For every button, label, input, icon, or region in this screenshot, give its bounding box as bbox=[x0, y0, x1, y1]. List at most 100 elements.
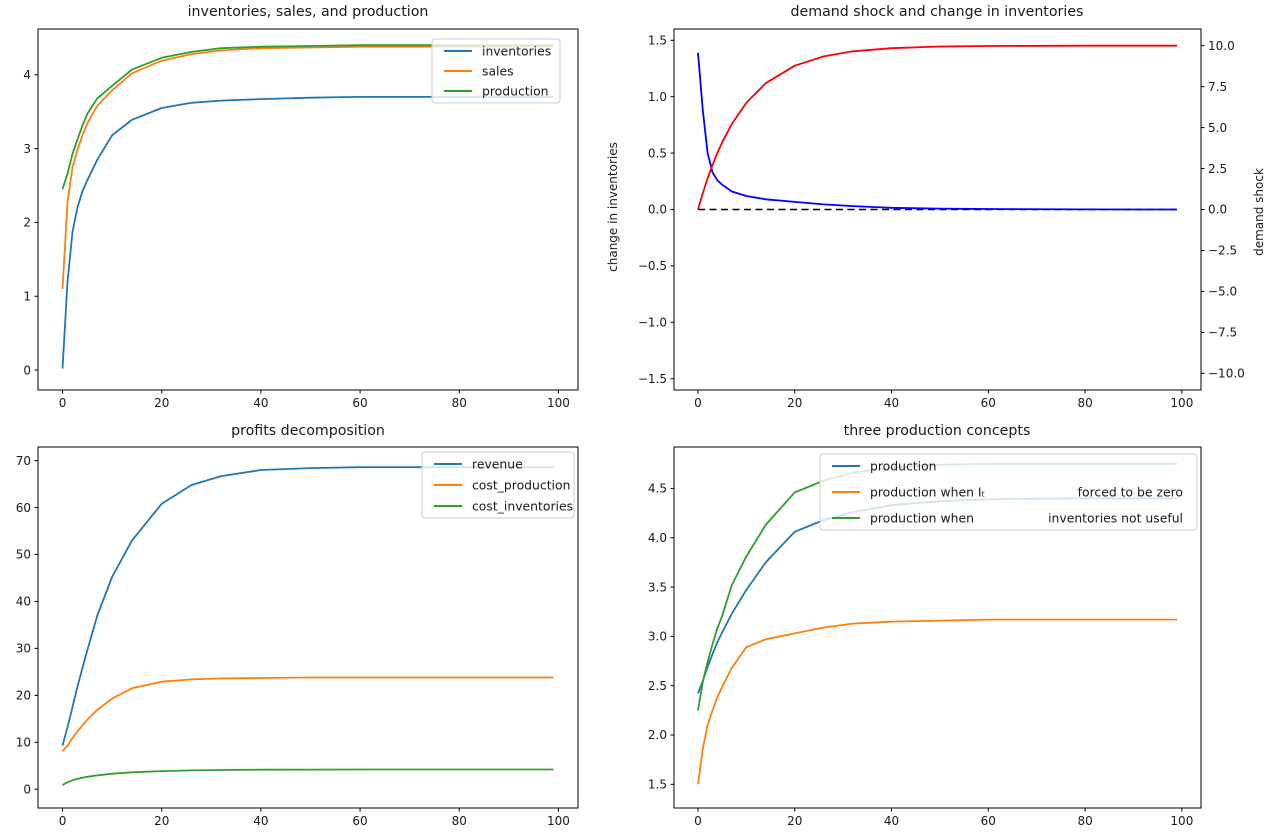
subplot-three-production-concepts: 0 20 40 60 80 100 1.5 2.0 2.5 3.0 3.5 4.0 4.5 product… bbox=[648, 446, 1202, 828]
subplot-inventories-sales-production: 0 20 40 60 80 100 0 1 2 3 4 inventories sales product… bbox=[23, 28, 579, 410]
right-y-tick-label: 2.5 bbox=[1208, 162, 1227, 176]
right-y-tick-label: 10.0 bbox=[1208, 39, 1235, 53]
right-y-tick-label: −10.0 bbox=[1208, 366, 1245, 380]
x-tick-label: 100 bbox=[547, 396, 570, 410]
x-tick-label: 20 bbox=[787, 814, 802, 828]
right-y-tick-label: −2.5 bbox=[1208, 244, 1237, 258]
legend-label-revenue: revenue bbox=[472, 456, 523, 471]
y-tick-label: 3 bbox=[23, 142, 31, 156]
x-tick-label: 100 bbox=[1170, 814, 1193, 828]
y-tick-label: 4 bbox=[23, 68, 31, 82]
series-line-sales bbox=[61, 45, 554, 289]
x-tick-label: 60 bbox=[981, 396, 996, 410]
series-line-cost-inventories bbox=[62, 768, 554, 786]
y-tick-label: −1.5 bbox=[638, 372, 667, 386]
x-tick-label: 80 bbox=[452, 814, 467, 828]
legend: inventories sales production bbox=[431, 38, 561, 104]
series-line-cost-production bbox=[61, 676, 554, 752]
legend-label-cost-inventories: cost_inventories bbox=[472, 498, 573, 513]
legend: revenue cost_production cost_inventories bbox=[421, 451, 575, 519]
y-tick-label: 4.5 bbox=[648, 482, 667, 496]
x-tick-label: 0 bbox=[694, 814, 702, 828]
x-tick-label: 40 bbox=[884, 814, 899, 828]
subplot-title-three-production-concepts: three production concepts bbox=[843, 423, 1031, 439]
y-tick-label: −1.0 bbox=[638, 316, 667, 330]
x-tick-label: 60 bbox=[981, 814, 996, 828]
legend-label-sales: sales bbox=[482, 63, 514, 78]
legend-box bbox=[421, 451, 575, 519]
legend-label-production-when-i-forced-to-be-zero: production when Iₜ bbox=[870, 484, 985, 499]
right-y-tick-label: 0.0 bbox=[1208, 203, 1227, 217]
y-tick-label: 0 bbox=[23, 363, 31, 377]
y-tick-label: 2 bbox=[23, 216, 31, 230]
y-tick-label: 30 bbox=[16, 642, 31, 656]
x-tick-label: 80 bbox=[1077, 814, 1092, 828]
x-tick-label: 80 bbox=[452, 396, 467, 410]
x-tick-label: 100 bbox=[1170, 396, 1193, 410]
y-tick-label: 70 bbox=[16, 454, 31, 468]
series-line-inventories bbox=[61, 96, 554, 369]
y-tick-label: 3.5 bbox=[648, 580, 667, 594]
x-tick-label: 60 bbox=[352, 814, 367, 828]
right-y-tick-label: −7.5 bbox=[1208, 326, 1237, 340]
axes-spines bbox=[37, 28, 579, 391]
y-tick-label: 1.5 bbox=[648, 778, 667, 792]
subplot-profits-decomposition: 0 20 40 60 80 100 0 10 20 30 40 50 60 70 revenue cost_p… bbox=[16, 446, 579, 828]
y-tick-label: 0.0 bbox=[648, 203, 667, 217]
y-tick-label: 40 bbox=[16, 595, 31, 609]
y-tick-label: 50 bbox=[16, 548, 31, 562]
series-line-revenue bbox=[61, 466, 554, 746]
x-tick-label: 0 bbox=[694, 396, 702, 410]
y-axis-label: change in inventories bbox=[606, 142, 620, 272]
y-tick-label: 0.5 bbox=[648, 146, 667, 160]
subplot-title-profits-decomposition: profits decomposition bbox=[231, 423, 385, 439]
x-tick-label: 0 bbox=[59, 396, 67, 410]
y-tick-label: 10 bbox=[16, 735, 31, 749]
x-tick-label: 40 bbox=[253, 396, 268, 410]
series-line-production bbox=[61, 44, 554, 190]
legend-label-inventories: inventories bbox=[482, 43, 551, 58]
y-tick-label: −0.5 bbox=[638, 259, 667, 273]
y-tick-label: 2.0 bbox=[648, 728, 667, 742]
right-y-axis-label: demand shock bbox=[1252, 168, 1266, 256]
legend-label-cost-production: cost_production bbox=[472, 477, 570, 492]
x-tick-label: 40 bbox=[884, 396, 899, 410]
x-tick-label: 60 bbox=[352, 396, 367, 410]
legend-label2-production-when-i-forced-to-be-zero: forced to be zero bbox=[1078, 484, 1183, 499]
legend-box bbox=[431, 38, 561, 104]
legend-label-production: production bbox=[482, 83, 549, 98]
y-tick-label: 1 bbox=[23, 289, 31, 303]
x-tick-label: 40 bbox=[253, 814, 268, 828]
series-line-production-when-i-forced-to-be-zero bbox=[697, 618, 1177, 785]
series-line-demand-shock bbox=[697, 44, 1177, 210]
x-tick-label: 20 bbox=[154, 814, 169, 828]
right-y-tick-label: 5.0 bbox=[1208, 121, 1227, 135]
y-tick-label: 1.0 bbox=[648, 90, 667, 104]
y-tick-label: 20 bbox=[16, 689, 31, 703]
subplot-title-demand-shock: demand shock and change in inventories bbox=[790, 4, 1084, 20]
legend-box bbox=[819, 453, 1198, 531]
axes-spines bbox=[673, 446, 1202, 809]
x-tick-label: 0 bbox=[59, 814, 67, 828]
legend-label-production-when-inventories-not-useful: production when bbox=[870, 510, 974, 525]
x-tick-label: 20 bbox=[154, 396, 169, 410]
legend-label2-production-when-inventories-not-useful: inventories not useful bbox=[1048, 510, 1183, 525]
y-tick-label: 0 bbox=[23, 782, 31, 796]
x-tick-label: 80 bbox=[1077, 396, 1092, 410]
axes-spines bbox=[37, 446, 579, 809]
legend: production production when Iₜ forced to be… bbox=[819, 453, 1198, 531]
y-tick-label: 2.5 bbox=[648, 679, 667, 693]
x-tick-label: 20 bbox=[787, 396, 802, 410]
right-y-tick-label: 7.5 bbox=[1208, 80, 1227, 94]
subplot-title-inventories-sales-production: inventories, sales, and production bbox=[187, 4, 429, 20]
legend-label-production: production bbox=[870, 458, 937, 473]
y-tick-label: 1.5 bbox=[648, 33, 667, 47]
y-tick-label: 4.0 bbox=[648, 531, 667, 545]
series-line-change-in-inventories bbox=[697, 52, 1178, 211]
subplot-demand-shock-change-in-inventories: 0 20 40 60 80 100 −1.5 −1.0 −0.5 0.0 0.5 1.0 1.5 −10.… bbox=[606, 28, 1266, 410]
right-y-tick-label: −5.0 bbox=[1208, 285, 1237, 299]
y-tick-label: 3.0 bbox=[648, 630, 667, 644]
x-tick-label: 100 bbox=[547, 814, 570, 828]
